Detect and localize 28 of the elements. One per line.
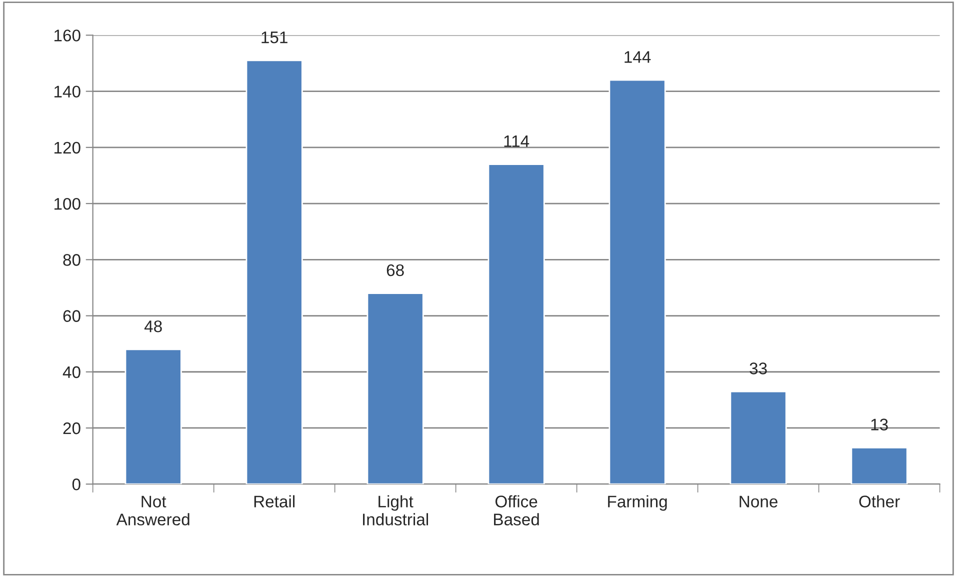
bar: [850, 446, 908, 484]
x-tick-label: Not Answered: [116, 496, 190, 526]
bar: [608, 79, 666, 484]
y-tick-label: 160: [54, 30, 80, 42]
data-label: 151: [262, 32, 288, 44]
bar: [366, 292, 424, 484]
x-tick-label: Light Industrial: [363, 495, 428, 526]
bar: [246, 60, 303, 484]
bar: [488, 164, 545, 484]
y-tick-label: 0: [72, 478, 80, 490]
x-tick-label: Farming: [608, 495, 667, 511]
bar: [730, 390, 787, 484]
data-label: 114: [504, 135, 530, 147]
bar: [124, 348, 182, 484]
y-tick-label: 60: [63, 310, 80, 322]
data-label: 68: [386, 264, 404, 276]
x-tick-label: Other: [859, 495, 900, 508]
y-tick-label: 40: [62, 366, 80, 378]
y-tick-label: 80: [63, 254, 80, 266]
data-label: 48: [144, 320, 162, 332]
data-label: 144: [624, 51, 651, 63]
y-tick-label: 20: [63, 422, 80, 434]
x-tick-label: Retail: [254, 495, 295, 508]
x-tick-label: Office Based: [494, 495, 539, 526]
y-tick-label: 120: [54, 142, 80, 154]
y-tick-label: 140: [54, 86, 80, 98]
y-tick-label: 100: [54, 198, 80, 210]
x-tick-label: None: [740, 496, 778, 508]
